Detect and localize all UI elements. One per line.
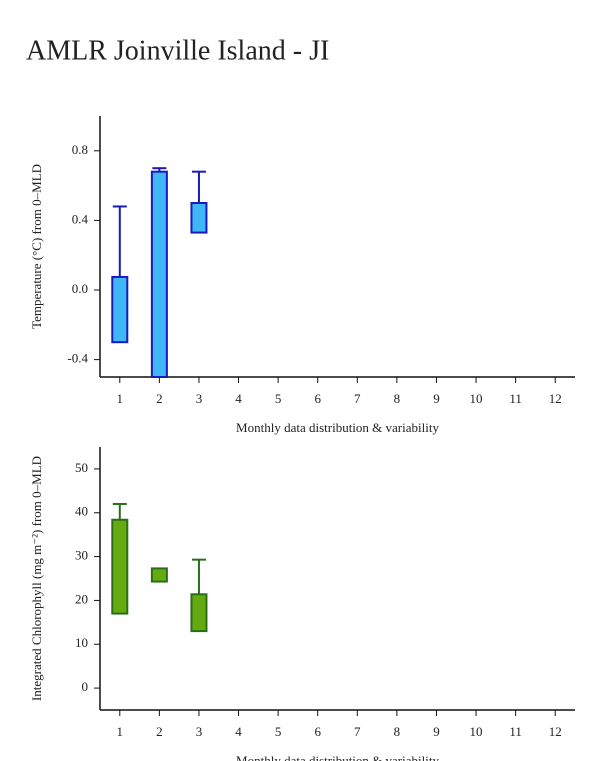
x-tick-label: 3 [196, 391, 203, 406]
x-tick-label: 7 [354, 391, 361, 406]
x-tick-label: 5 [275, 391, 282, 406]
x-tick-label: 7 [354, 724, 361, 739]
x-tick-label: 2 [156, 724, 163, 739]
x-tick-label: 9 [433, 724, 440, 739]
x-tick-label: 11 [509, 724, 522, 739]
x-axis-label: Monthly data distribution & variability [236, 753, 439, 761]
y-tick-label: 10 [75, 635, 88, 650]
y-tick-label: 30 [75, 548, 88, 563]
y-axis-label: Temperature (°C) from 0–MLD [29, 164, 44, 329]
y-tick-label: 0.4 [72, 211, 89, 226]
box [190, 593, 208, 633]
box [111, 275, 129, 344]
x-tick-label: 6 [314, 391, 321, 406]
y-tick-label: 50 [75, 460, 88, 475]
x-tick-label: 3 [196, 724, 203, 739]
x-tick-label: 12 [549, 724, 562, 739]
x-tick-label: 4 [235, 724, 242, 739]
x-tick-label: 11 [509, 391, 522, 406]
y-tick-label: 0 [82, 679, 89, 694]
y-tick-label: 0.8 [72, 142, 88, 157]
y-axis-label: Integrated Chlorophyll (mg m⁻²) from 0–M… [29, 456, 44, 701]
x-tick-label: 2 [156, 391, 163, 406]
box [111, 518, 129, 615]
x-axis-label: Monthly data distribution & variability [236, 420, 439, 435]
box [150, 567, 168, 583]
x-tick-label: 1 [117, 391, 124, 406]
x-tick-label: 10 [470, 724, 483, 739]
y-tick-label: 20 [75, 591, 88, 606]
x-tick-label: 6 [314, 724, 321, 739]
x-tick-label: 4 [235, 391, 242, 406]
box [190, 202, 208, 234]
y-tick-label: 40 [75, 504, 88, 519]
x-tick-label: 9 [433, 391, 440, 406]
x-tick-label: 12 [549, 391, 562, 406]
y-tick-label: 0.0 [72, 281, 88, 296]
x-tick-label: 8 [394, 391, 401, 406]
x-tick-label: 8 [394, 724, 401, 739]
box [150, 170, 168, 378]
page-title: AMLR Joinville Island - JI [26, 35, 329, 66]
x-tick-label: 10 [470, 391, 483, 406]
y-tick-label: -0.4 [67, 351, 88, 366]
x-tick-label: 1 [117, 724, 124, 739]
x-tick-label: 5 [275, 724, 282, 739]
